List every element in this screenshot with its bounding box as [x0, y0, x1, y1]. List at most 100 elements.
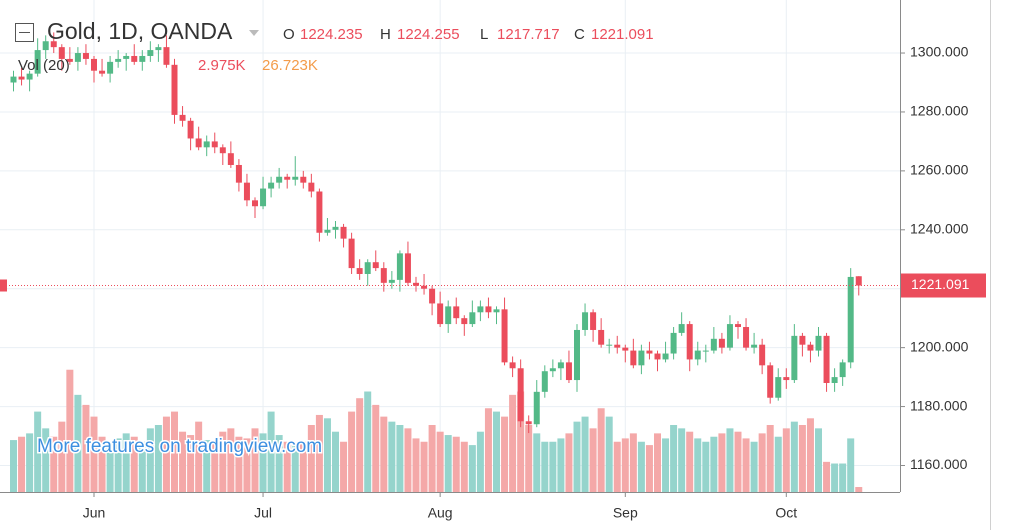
candle-body	[396, 253, 403, 280]
volume-bar	[235, 436, 243, 492]
candle-body	[99, 70, 106, 74]
volume-bar	[484, 408, 492, 492]
candle-body	[123, 55, 130, 59]
volume-title: Vol (20)	[18, 57, 70, 74]
ohlc-legend: O 1224.235 H 1224.255 L 1217.717 C 1221.091	[283, 26, 654, 43]
volume-bar	[798, 425, 806, 492]
candle-body	[421, 285, 428, 289]
candle-body	[670, 332, 677, 354]
candle-body	[18, 76, 25, 80]
candle-body	[66, 58, 73, 62]
volume-bar	[227, 428, 235, 492]
candle-body	[598, 329, 605, 345]
volume-bar	[597, 408, 605, 492]
volume-bar	[621, 438, 629, 492]
volume-bar	[839, 463, 847, 492]
volume-bar	[122, 433, 130, 492]
collapse-icon[interactable]	[15, 23, 34, 42]
volume-bar	[493, 411, 500, 492]
candle-body	[702, 350, 709, 352]
candle-body	[26, 73, 33, 80]
volume-bar	[332, 431, 339, 492]
candle-body	[268, 182, 275, 189]
last-price-marker	[0, 279, 7, 292]
candle-body	[300, 176, 307, 183]
candle-body	[429, 288, 436, 304]
volume-bar	[790, 421, 798, 492]
volume-bar	[388, 421, 396, 492]
ohlc-key: L	[480, 26, 488, 43]
dropdown-arrow[interactable]	[249, 30, 259, 36]
candle-body	[372, 262, 379, 269]
candle-body	[831, 377, 838, 383]
volume-bar	[501, 416, 509, 492]
x-tick-label: Sep	[613, 505, 638, 521]
volume-bar	[452, 436, 460, 492]
volume-bar	[307, 425, 315, 492]
volume-bar	[412, 438, 420, 492]
candle-body	[726, 324, 733, 348]
candle-body	[783, 377, 790, 381]
candle-body	[735, 324, 741, 328]
volume-bar	[855, 487, 863, 492]
ohlc-value: 1224.255	[397, 26, 460, 43]
candle-body	[107, 61, 114, 74]
volume-bar	[179, 431, 187, 492]
candle-body	[710, 338, 717, 351]
volume-bar	[557, 438, 565, 492]
volume-bar	[34, 411, 42, 492]
candle-body	[308, 182, 315, 192]
candle-body	[50, 41, 57, 48]
candle-body	[115, 58, 122, 62]
ohlc-key: O	[283, 26, 295, 43]
volume-bar	[774, 436, 782, 492]
candle-body	[557, 362, 564, 369]
symbol-title: Gold, 1D, OANDA	[47, 18, 233, 44]
candle-body	[686, 324, 693, 360]
candle-body	[855, 276, 862, 286]
candle-body	[622, 347, 629, 351]
volume-bar	[517, 391, 525, 492]
volume-bar	[734, 431, 742, 492]
volume-bar	[26, 433, 34, 492]
volume-bar	[187, 435, 195, 492]
x-tick-label: Jul	[254, 505, 272, 521]
candle-body	[10, 76, 17, 83]
candle-body	[678, 324, 685, 333]
volume-bar	[138, 441, 146, 492]
volume-bar	[396, 425, 404, 492]
y-tick-label: 1260.000	[910, 162, 969, 178]
candle-body	[582, 312, 589, 330]
volume-bar	[678, 428, 686, 492]
y-tick-label: 1280.000	[910, 103, 969, 119]
volume-bar	[468, 445, 476, 492]
candle-body	[549, 368, 556, 372]
volume-bar	[275, 435, 283, 492]
candle-body	[541, 371, 548, 392]
volume-ma: 26.723K	[262, 57, 318, 74]
candle-body	[517, 368, 524, 422]
candle-body	[284, 176, 291, 180]
volume-last: 2.975K	[198, 57, 246, 74]
candle-body	[437, 303, 444, 325]
volume-bar	[211, 441, 219, 492]
candle-body	[147, 50, 154, 56]
candle-body	[815, 335, 822, 351]
candle-body	[509, 362, 516, 369]
candle-body	[227, 153, 234, 165]
volume-bar	[162, 416, 170, 492]
candle-body	[630, 350, 637, 366]
volume-bar	[380, 416, 388, 492]
candle-body	[364, 262, 371, 274]
volume-bar	[251, 428, 259, 492]
volume-bar	[476, 431, 484, 492]
volume-bar	[106, 441, 114, 492]
volume-bar	[90, 416, 98, 492]
candle-body	[799, 335, 806, 345]
ohlc-value: 1224.235	[300, 26, 363, 43]
candle-body	[847, 276, 854, 363]
volume-bar	[404, 428, 412, 492]
volume-bar	[509, 394, 517, 492]
candle-body	[638, 350, 645, 366]
